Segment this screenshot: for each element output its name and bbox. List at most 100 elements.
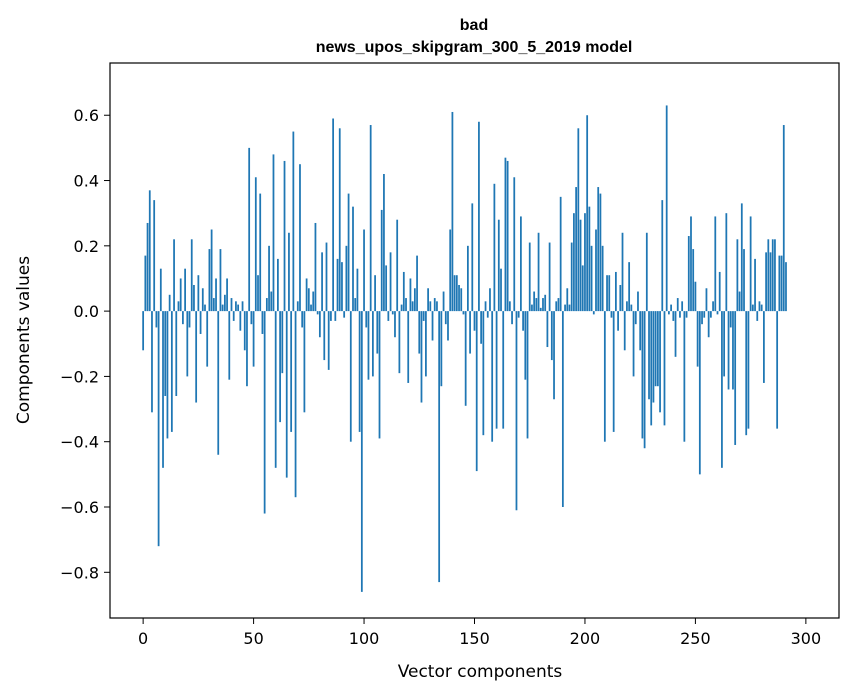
bar-29 [206,311,209,367]
bar-87 [334,311,337,321]
bar-31 [210,229,213,312]
bar-117 [400,304,403,312]
bar-1 [144,255,147,312]
bar-287 [776,311,779,429]
bar-116 [398,311,401,374]
bar-262 [721,311,723,468]
bar-59 [272,154,275,312]
bar-212 [610,311,613,318]
bar-186 [553,311,555,400]
bar-36 [221,304,224,312]
bar-269 [736,239,739,312]
bar-162 [500,268,502,312]
bar-178 [535,298,538,312]
bar-272 [743,249,745,312]
bar-74 [305,278,308,312]
bar-39 [228,311,231,380]
bar-127 [422,311,425,321]
bar-70 [296,301,299,312]
bar-106 [376,311,379,354]
bar-110 [385,265,388,312]
bar-199 [581,265,584,312]
bar-142 [455,275,458,312]
bar-25 [197,275,200,312]
bar-120 [407,311,410,383]
bar-129 [427,288,429,312]
bar-92 [345,245,348,312]
bar-145 [462,311,465,315]
bar-72 [301,311,304,328]
bar-115 [396,219,399,312]
bar-255 [705,288,708,312]
bar-171 [520,216,522,312]
bar-218 [623,311,626,351]
bar-246 [685,311,688,318]
y-axis-ticks: −0.8 −0.6 −0.4 −0.2 0.0 0.2 0.4 0.6 [60,106,110,582]
bar-53 [259,193,262,312]
bar-151 [475,311,478,472]
bar-256 [707,311,710,338]
bar-211 [608,275,611,312]
bar-291 [785,262,787,312]
bar-194 [570,242,573,312]
bar-232 [654,311,657,387]
bar-82 [323,311,326,361]
bar-46 [243,311,246,351]
bar-170 [517,311,520,318]
bar-268 [734,311,737,445]
bar-61 [277,258,279,312]
bar-231 [652,311,655,403]
bar-152 [478,121,480,312]
bar-63 [281,311,284,374]
bar-274 [747,311,750,429]
bar-198 [579,219,582,312]
bar-228 [645,232,648,312]
bar-180 [539,307,542,312]
y-tick-label: −0.2 [60,367,99,386]
bar-254 [703,311,706,318]
bar-114 [394,311,396,338]
bar-7 [157,311,160,547]
bar-234 [659,311,661,413]
bar-153 [480,311,483,344]
bar-169 [515,311,518,511]
bar-156 [486,311,489,318]
bar-2 [146,222,149,312]
bar-244 [681,301,684,312]
bar-233 [656,311,659,387]
bar-191 [564,304,566,312]
bar-60 [274,311,277,468]
bar-86 [332,118,335,312]
bar-141 [453,275,456,312]
bar-71 [299,164,301,312]
bar-20 [186,311,189,377]
bar-289 [780,255,783,312]
bar-224 [637,291,639,312]
chart-title-line-1: bad [460,17,488,34]
bar-4 [151,311,153,413]
bar-126 [420,311,423,403]
bar-134 [438,311,441,583]
bar-55 [263,311,266,514]
bar-277 [754,258,756,312]
y-tick-label: −0.4 [60,433,99,452]
chart-title-line-2: news_upos_skipgram_300_5_2019 model [316,39,633,56]
bar-167 [511,311,513,325]
bar-38 [226,278,228,312]
bar-175 [528,242,531,312]
bar-202 [588,206,591,312]
bar-176 [531,304,533,312]
bar-240 [672,311,675,321]
bar-144 [460,288,463,312]
bar-148 [469,311,471,354]
bar-263 [723,311,726,377]
bar-210 [606,275,608,312]
bar-47 [246,311,248,387]
bar-226 [641,311,644,439]
bar-54 [261,311,264,334]
bar-207 [599,193,602,312]
bar-182 [544,294,547,312]
bar-189 [559,196,562,312]
bar-183 [546,311,549,348]
